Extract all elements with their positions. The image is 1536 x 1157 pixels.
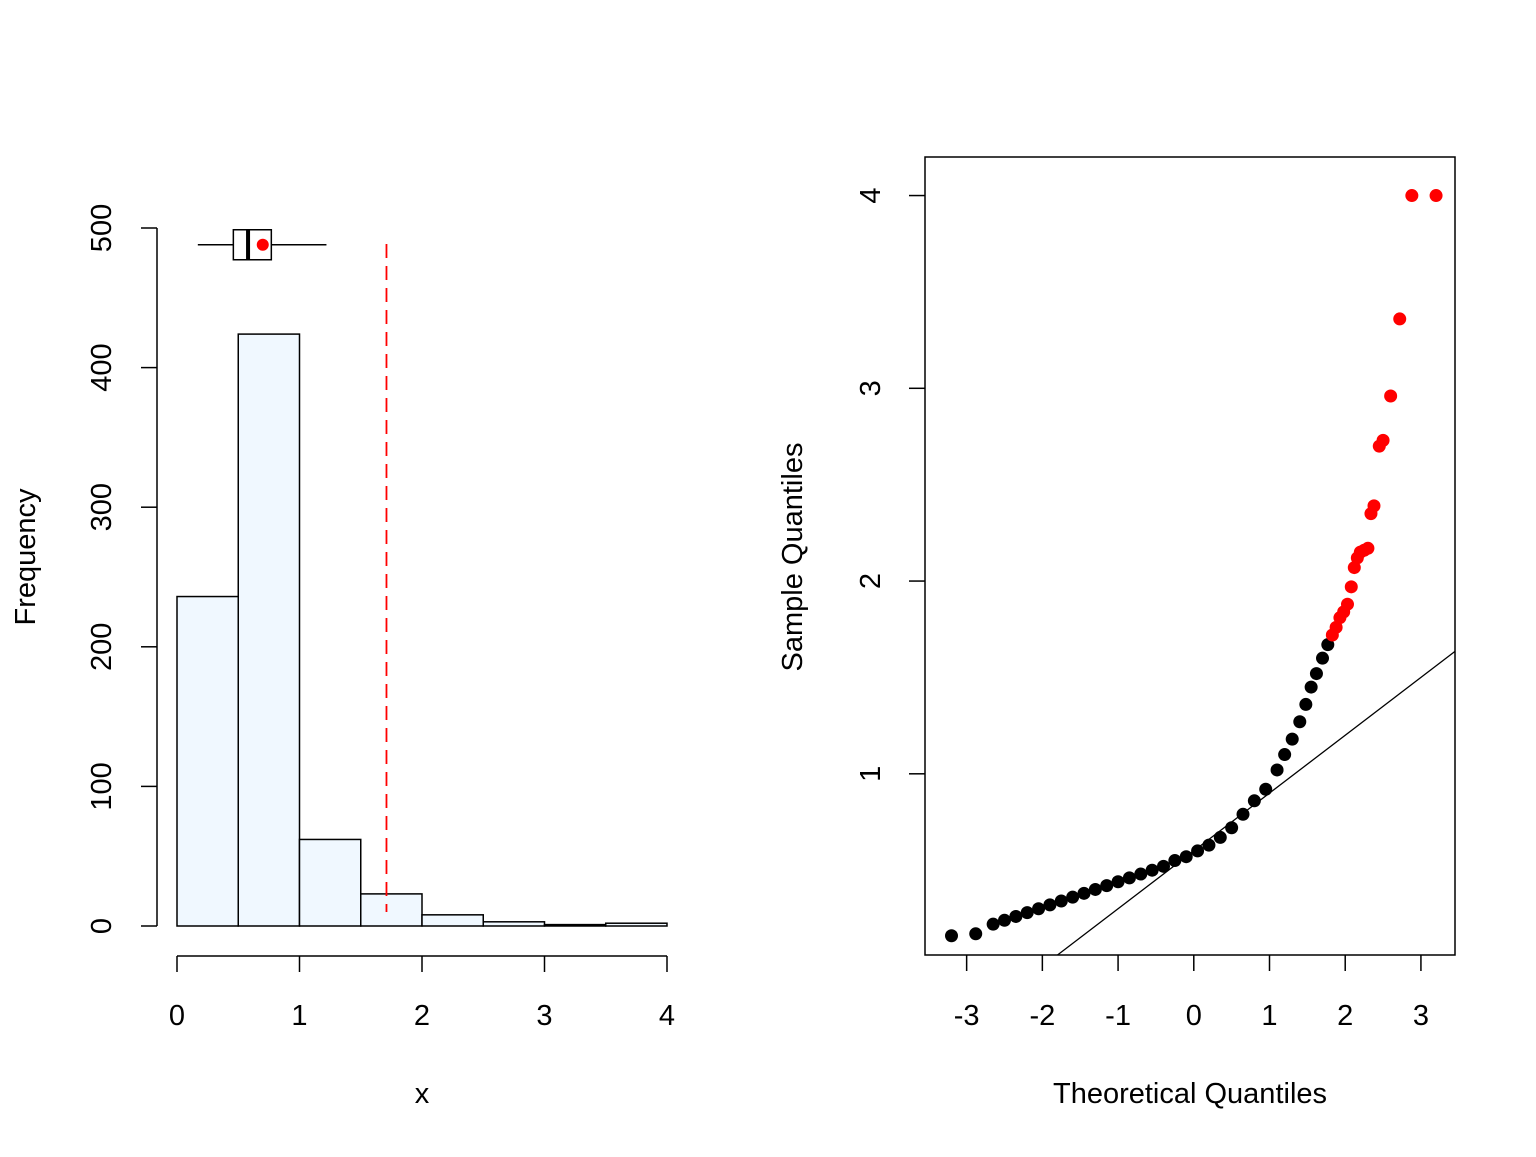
qq-plot-panel: -3 -2 -1 0 1 2 3 1 2 3 4 Theoretical Quantiles Sa… — [777, 156, 1456, 1110]
y-tick-label: 500 — [86, 204, 118, 252]
histogram-bar — [237, 333, 301, 927]
histogram-bar — [543, 923, 607, 927]
qq-point — [1168, 854, 1182, 868]
x-tick-label: -1 — [1105, 1000, 1131, 1032]
x-tick-label: 3 — [536, 1000, 552, 1032]
qq-point — [986, 917, 1000, 931]
x-tick-label: 1 — [1261, 1000, 1277, 1032]
qq-point — [1145, 863, 1159, 877]
x-tick-label: 2 — [1337, 1000, 1353, 1032]
qq-point — [1259, 782, 1273, 796]
x-tick-label: -2 — [1029, 1000, 1055, 1032]
x-axis: 0 1 2 3 4 — [169, 955, 675, 1032]
x-tick-label: 3 — [1413, 1000, 1429, 1032]
y-axis: 1 2 3 4 — [855, 187, 925, 782]
boxplot — [197, 229, 327, 261]
qq-point — [1384, 389, 1398, 403]
qq-point — [945, 929, 958, 943]
x-tick-label: 0 — [1186, 1000, 1202, 1032]
y-tick-label: 300 — [86, 483, 118, 531]
histogram-bars — [176, 333, 668, 927]
qq-point — [1270, 763, 1284, 777]
x-axis: -3 -2 -1 0 1 2 3 — [954, 955, 1429, 1032]
y-axis: 0 100 200 300 400 500 — [86, 204, 158, 934]
qq-point — [1009, 909, 1023, 923]
qq-point — [1077, 886, 1091, 900]
histogram-bar — [421, 914, 484, 927]
x-tick-label: 1 — [291, 1000, 307, 1032]
qq-point — [1393, 312, 1407, 326]
qq-point — [1020, 906, 1034, 920]
x-axis-label: Theoretical Quantiles — [1053, 1078, 1327, 1110]
x-tick-label: -3 — [954, 1000, 980, 1032]
qq-point — [1134, 867, 1148, 881]
qq-point — [1285, 732, 1299, 746]
y-tick-label: 3 — [855, 380, 887, 396]
plot-frame — [924, 156, 1456, 956]
qq-point — [1293, 715, 1307, 729]
qq-point — [1299, 697, 1313, 711]
y-tick-label: 400 — [86, 343, 118, 391]
qq-point — [1225, 821, 1239, 835]
qq-point — [1122, 871, 1136, 885]
qq-point — [1111, 875, 1125, 889]
boxplot-mean-point — [256, 238, 269, 251]
x-axis-label: x — [415, 1078, 430, 1110]
qq-point — [969, 927, 983, 941]
qq-point — [1213, 830, 1227, 844]
qq-point — [1321, 638, 1335, 652]
histogram-bar — [176, 595, 239, 927]
quantile-points — [945, 189, 1443, 943]
qq-point — [998, 913, 1011, 927]
x-tick-label: 4 — [659, 1000, 675, 1032]
qq-point — [1179, 850, 1193, 864]
x-tick-label: 2 — [414, 1000, 430, 1032]
qq-point — [1157, 859, 1170, 873]
qq-point — [1309, 667, 1323, 681]
qq-point — [1236, 807, 1250, 821]
qq-point — [1316, 651, 1329, 665]
qq-point — [1247, 794, 1261, 808]
qq-point — [1088, 882, 1102, 896]
y-axis-label: Sample Quantiles — [777, 443, 809, 672]
histogram-bar — [482, 921, 546, 927]
y-tick-label: 200 — [86, 623, 118, 671]
qq-point — [1340, 597, 1354, 611]
y-tick-label: 100 — [86, 762, 118, 810]
histogram-bar — [605, 922, 668, 927]
histogram-panel: 0 1 2 3 4 0 100 200 300 400 500 x Frequency — [10, 204, 675, 1110]
qq-point — [1100, 879, 1114, 893]
qq-point — [1344, 580, 1358, 594]
qq-point — [1304, 680, 1318, 694]
y-tick-label: 1 — [855, 766, 887, 782]
histogram-bar — [298, 838, 362, 927]
y-tick-label: 0 — [86, 918, 118, 934]
qq-point — [1191, 844, 1205, 858]
qq-point — [1066, 890, 1080, 904]
x-tick-label: 0 — [169, 1000, 185, 1032]
y-tick-label: 4 — [855, 187, 887, 203]
qq-point — [1054, 894, 1068, 908]
qq-point — [1367, 499, 1381, 513]
histogram-bar — [360, 893, 423, 927]
qq-point — [1043, 898, 1057, 912]
qq-point — [1429, 189, 1443, 203]
qq-point — [1278, 748, 1292, 762]
qq-point — [1361, 541, 1375, 555]
y-axis-label: Frequency — [10, 488, 42, 626]
boxplot-box — [232, 229, 273, 261]
qq-point — [1405, 189, 1419, 203]
y-tick-label: 2 — [855, 573, 887, 589]
qq-point — [1376, 433, 1390, 447]
qq-point — [1202, 838, 1216, 852]
qq-point — [1032, 902, 1046, 916]
